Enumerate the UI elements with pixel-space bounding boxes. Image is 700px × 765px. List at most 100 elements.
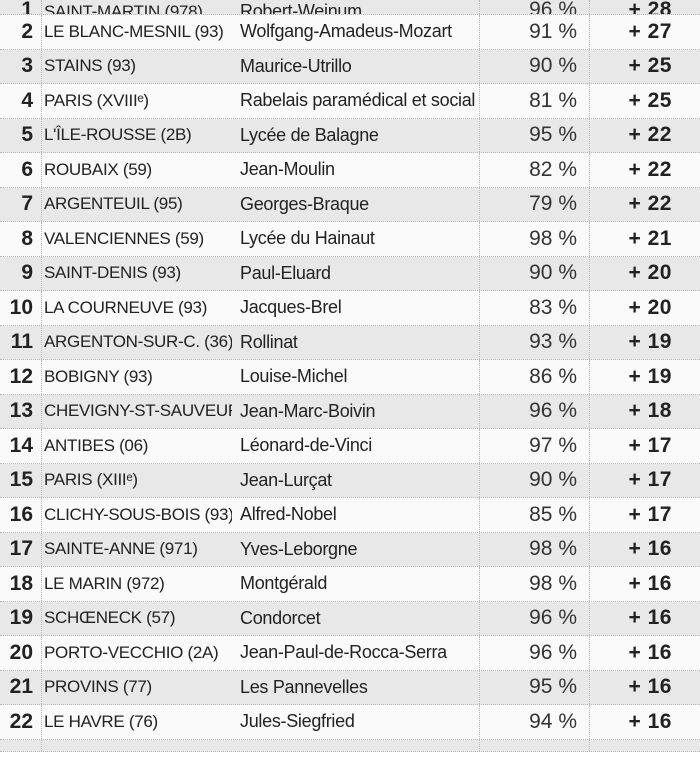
percent-cell: 98 % xyxy=(480,567,590,601)
rank-cell: 17 xyxy=(0,533,42,567)
city-cell: ROUBAIX (59) xyxy=(42,153,232,187)
delta-cell: + 16 xyxy=(590,636,700,670)
delta-cell: + 16 xyxy=(590,533,700,567)
rank-cell: 9 xyxy=(0,257,42,291)
rank-cell: 2 xyxy=(0,15,42,49)
percent-cell xyxy=(480,740,590,751)
table-row: 20PORTO-VECCHIO (2A)Jean-Paul-de-Rocca-S… xyxy=(0,636,700,671)
delta-cell: + 19 xyxy=(590,360,700,394)
school-cell: Yves-Leborgne xyxy=(232,533,480,567)
percent-cell: 97 % xyxy=(480,429,590,463)
rank-cell xyxy=(0,740,42,751)
delta-cell: + 28 xyxy=(590,0,700,14)
rank-cell: 18 xyxy=(0,567,42,601)
percent-cell: 98 % xyxy=(480,533,590,567)
school-cell: Paul-Eluard xyxy=(232,257,480,291)
city-cell: STAINS (93) xyxy=(42,50,232,84)
city-cell: L'ÎLE-ROUSSE (2B) xyxy=(42,119,232,153)
delta-cell: + 16 xyxy=(590,602,700,636)
table-row: 21PROVINS (77)Les Pannevelles95 %+ 16 xyxy=(0,671,700,706)
school-cell: Lycée de Balagne xyxy=(232,119,480,153)
percent-cell: 79 % xyxy=(480,188,590,222)
table-row: 3STAINS (93)Maurice-Utrillo90 %+ 25 xyxy=(0,50,700,85)
rank-cell: 20 xyxy=(0,636,42,670)
city-cell: PARIS (XVIIIᵉ) xyxy=(42,84,232,118)
table-row: 12BOBIGNY (93)Louise-Michel86 %+ 19 xyxy=(0,360,700,395)
rank-cell: 1 xyxy=(0,0,42,14)
percent-cell: 93 % xyxy=(480,326,590,360)
percent-cell: 98 % xyxy=(480,222,590,256)
table-row: 22LE HAVRE (76)Jules-Siegfried94 %+ 16 xyxy=(0,705,700,740)
school-cell: Lycée du Hainaut xyxy=(232,222,480,256)
rank-cell: 13 xyxy=(0,395,42,429)
table-row: 19SCHŒNECK (57)Condorcet96 %+ 16 xyxy=(0,602,700,637)
percent-cell: 90 % xyxy=(480,50,590,84)
school-cell: Jean-Marc-Boivin xyxy=(232,395,480,429)
school-cell: Jean-Paul-de-Rocca-Serra xyxy=(232,636,480,670)
table-row: 10LA COURNEUVE (93)Jacques-Brel83 %+ 20 xyxy=(0,291,700,326)
percent-cell: 95 % xyxy=(480,119,590,153)
school-cell: Louise-Michel xyxy=(232,360,480,394)
percent-cell: 94 % xyxy=(480,705,590,739)
rank-cell: 22 xyxy=(0,705,42,739)
percent-cell: 83 % xyxy=(480,291,590,325)
table-row: 5L'ÎLE-ROUSSE (2B)Lycée de Balagne95 %+ … xyxy=(0,119,700,154)
city-cell: CHEVIGNY-ST-SAUVEUR (21) xyxy=(42,395,232,429)
school-cell: Jules-Siegfried xyxy=(232,705,480,739)
table-row: 4PARIS (XVIIIᵉ)Rabelais paramédical et s… xyxy=(0,84,700,119)
school-cell: Robert-Weinum xyxy=(232,0,480,14)
delta-cell: + 17 xyxy=(590,498,700,532)
city-cell: CLICHY-SOUS-BOIS (93) xyxy=(42,498,232,532)
table-row: 13CHEVIGNY-ST-SAUVEUR (21)Jean-Marc-Boiv… xyxy=(0,395,700,430)
percent-cell: 96 % xyxy=(480,602,590,636)
city-cell: LE MARIN (972) xyxy=(42,567,232,601)
rank-cell: 16 xyxy=(0,498,42,532)
table-row: 7ARGENTEUIL (95)Georges-Braque79 %+ 22 xyxy=(0,188,700,223)
school-cell: Maurice-Utrillo xyxy=(232,50,480,84)
rank-cell: 6 xyxy=(0,153,42,187)
rank-cell: 14 xyxy=(0,429,42,463)
delta-cell: + 25 xyxy=(590,84,700,118)
table-row xyxy=(0,740,700,752)
rank-cell: 12 xyxy=(0,360,42,394)
percent-cell: 82 % xyxy=(480,153,590,187)
city-cell xyxy=(42,740,232,751)
delta-cell: + 27 xyxy=(590,15,700,49)
delta-cell: + 17 xyxy=(590,429,700,463)
delta-cell: + 25 xyxy=(590,50,700,84)
delta-cell: + 22 xyxy=(590,153,700,187)
delta-cell: + 22 xyxy=(590,188,700,222)
city-cell: BOBIGNY (93) xyxy=(42,360,232,394)
school-cell xyxy=(232,740,480,751)
table-row: 18LE MARIN (972)Montgérald98 %+ 16 xyxy=(0,567,700,602)
percent-cell: 91 % xyxy=(480,15,590,49)
rank-cell: 5 xyxy=(0,119,42,153)
school-cell: Jean-Moulin xyxy=(232,153,480,187)
table-row: 9SAINT-DENIS (93)Paul-Eluard90 %+ 20 xyxy=(0,257,700,292)
ranking-table: 1SAINT-MARTIN (978)Robert-Weinum96 %+ 28… xyxy=(0,0,700,752)
delta-cell: + 16 xyxy=(590,567,700,601)
percent-cell: 86 % xyxy=(480,360,590,394)
city-cell: ARGENTON-SUR-C. (36) xyxy=(42,326,232,360)
table-row: 11ARGENTON-SUR-C. (36)Rollinat93 %+ 19 xyxy=(0,326,700,361)
city-cell: PARIS (XIIIᵉ) xyxy=(42,464,232,498)
table-row: 1SAINT-MARTIN (978)Robert-Weinum96 %+ 28 xyxy=(0,0,700,15)
city-cell: LE HAVRE (76) xyxy=(42,705,232,739)
rank-cell: 19 xyxy=(0,602,42,636)
delta-cell: + 20 xyxy=(590,291,700,325)
percent-cell: 95 % xyxy=(480,671,590,705)
rank-cell: 15 xyxy=(0,464,42,498)
rank-cell: 11 xyxy=(0,326,42,360)
school-cell: Montgérald xyxy=(232,567,480,601)
percent-cell: 90 % xyxy=(480,257,590,291)
city-cell: VALENCIENNES (59) xyxy=(42,222,232,256)
school-cell: Condorcet xyxy=(232,602,480,636)
table-row: 15PARIS (XIIIᵉ)Jean-Lurçat90 %+ 17 xyxy=(0,464,700,499)
city-cell: ARGENTEUIL (95) xyxy=(42,188,232,222)
delta-cell: + 21 xyxy=(590,222,700,256)
rank-cell: 7 xyxy=(0,188,42,222)
delta-cell: + 18 xyxy=(590,395,700,429)
delta-cell: + 16 xyxy=(590,671,700,705)
rank-cell: 10 xyxy=(0,291,42,325)
city-cell: SAINT-MARTIN (978) xyxy=(42,0,232,14)
